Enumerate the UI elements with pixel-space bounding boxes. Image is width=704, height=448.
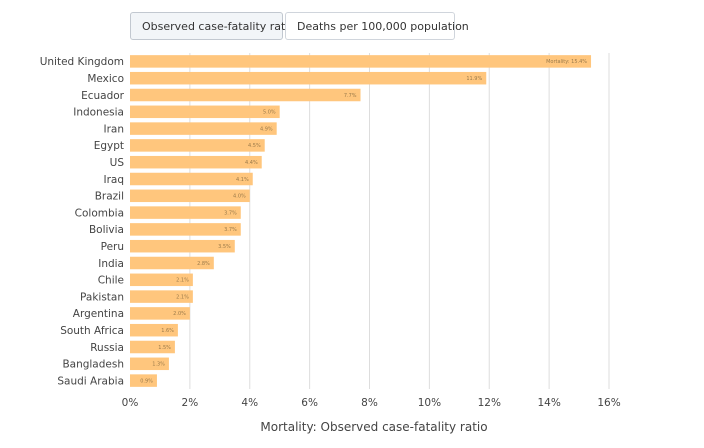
data-label: 2.0%	[173, 311, 186, 317]
category-label: Indonesia	[73, 107, 124, 119]
bar[interactable]	[130, 256, 214, 270]
bar[interactable]	[130, 273, 193, 287]
bar[interactable]	[130, 206, 241, 219]
category-labels: United Kingdom Mexico Ecuador Indonesia Iran…	[40, 56, 125, 387]
data-label: 0.9%	[140, 378, 153, 384]
category-label: Saudi Arabia	[57, 375, 124, 387]
data-label: Mortality: 15.4%	[546, 59, 587, 65]
x-tick-label: 16%	[597, 397, 620, 409]
x-tick-label: 2%	[182, 397, 199, 409]
x-tick-label: 6%	[301, 397, 318, 409]
bar[interactable]	[130, 189, 250, 203]
data-labels: Mortality: 15.4% 11.9% 7.7% 5.0% 4.9% 4.5% 4.4…	[140, 59, 587, 384]
data-label: 11.9%	[466, 76, 482, 82]
bar[interactable]	[130, 323, 178, 337]
bar[interactable]	[130, 155, 262, 169]
data-label: 1.6%	[161, 328, 174, 334]
bar[interactable]	[130, 71, 487, 85]
data-label: 5.0%	[263, 110, 276, 116]
tab-case-fatality-ratio[interactable]: Observed case-fatality ratio	[130, 12, 295, 40]
bar[interactable]	[130, 307, 190, 320]
category-label: Ecuador	[81, 90, 125, 102]
tab-deaths-per-100k[interactable]: Deaths per 100,000 population	[285, 12, 469, 40]
category-label: Argentina	[73, 308, 124, 320]
data-label: 4.1%	[236, 177, 249, 183]
category-label: Iran	[103, 123, 124, 135]
bar[interactable]	[130, 105, 280, 119]
bar[interactable]	[130, 55, 592, 68]
data-label: 2.1%	[176, 278, 189, 284]
bars	[130, 55, 592, 387]
bar[interactable]	[130, 172, 253, 186]
bar[interactable]	[130, 340, 175, 354]
bar[interactable]	[130, 88, 361, 102]
data-label: 2.8%	[197, 261, 210, 267]
gridlines	[189, 53, 610, 389]
x-axis-ticks: 0% 2% 4% 6% 8% 10% 12% 14% 16%	[122, 397, 621, 409]
category-label: Peru	[101, 241, 124, 253]
data-label: 4.0%	[233, 194, 246, 200]
category-label: Bangladesh	[62, 359, 124, 371]
x-axis-title: Mortality: Observed case-fatality ratio	[260, 420, 487, 434]
bar[interactable]	[130, 374, 157, 387]
category-label: United Kingdom	[40, 56, 124, 68]
data-label: 2.1%	[176, 294, 189, 300]
data-label: 3.5%	[218, 244, 231, 250]
data-label: 1.3%	[152, 362, 165, 368]
bar[interactable]	[130, 239, 235, 253]
bar[interactable]	[130, 139, 265, 152]
category-label: US	[110, 157, 125, 169]
x-tick-label: 10%	[418, 397, 441, 409]
category-label: Brazil	[95, 191, 124, 203]
tab-bar: Observed case-fatality ratio Deaths per …	[130, 12, 469, 40]
data-label: 4.5%	[248, 143, 261, 149]
data-label: 4.4%	[245, 160, 258, 166]
data-label: 7.7%	[344, 93, 357, 99]
x-tick-label: 14%	[537, 397, 560, 409]
x-tick-label: 4%	[241, 397, 258, 409]
x-tick-label: 0%	[122, 397, 139, 409]
category-label: India	[98, 258, 124, 270]
bar[interactable]	[130, 357, 169, 371]
category-label: Egypt	[94, 140, 124, 152]
category-label: Iraq	[103, 174, 124, 186]
data-label: 1.5%	[158, 345, 171, 351]
bar[interactable]	[130, 290, 193, 303]
category-label: Bolivia	[89, 224, 124, 236]
bar[interactable]	[130, 122, 277, 135]
data-label: 3.7%	[224, 227, 237, 233]
category-label: South Africa	[60, 325, 124, 337]
category-label: Mexico	[87, 73, 124, 85]
category-label: Chile	[98, 275, 124, 287]
x-tick-label: 12%	[478, 397, 501, 409]
x-tick-label: 8%	[361, 397, 378, 409]
bar[interactable]	[130, 223, 241, 236]
category-label: Pakistan	[80, 291, 124, 303]
category-label: Colombia	[75, 207, 124, 219]
data-label: 4.9%	[260, 126, 273, 132]
category-label: Russia	[90, 342, 124, 354]
data-label: 3.7%	[224, 210, 237, 216]
